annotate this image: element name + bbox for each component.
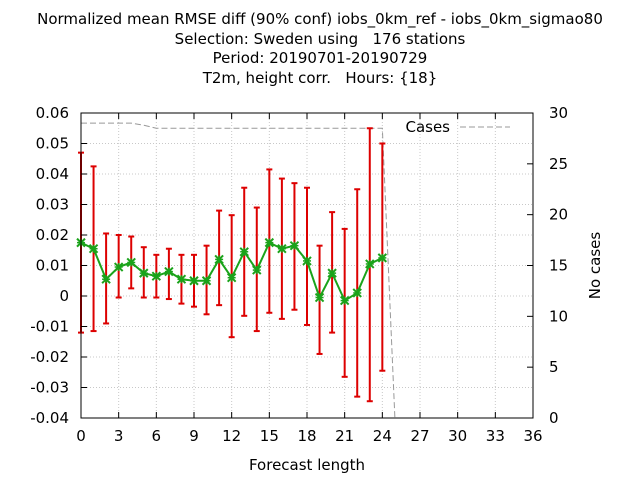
y2-tick-label: 25 bbox=[549, 155, 568, 173]
x-tick-label: 36 bbox=[523, 427, 542, 445]
data-point bbox=[226, 272, 237, 283]
y-tick-label: -0.03 bbox=[30, 379, 69, 397]
data-point bbox=[339, 295, 350, 306]
y-tick-label: 0.01 bbox=[36, 257, 69, 275]
data-point bbox=[126, 257, 136, 268]
y-tick-label: -0.02 bbox=[30, 348, 69, 366]
y2-tick-label: 20 bbox=[549, 206, 568, 224]
y2-tick-label: 10 bbox=[549, 307, 568, 325]
data-point bbox=[101, 274, 111, 284]
data-point bbox=[377, 253, 388, 263]
data-point bbox=[176, 274, 187, 284]
data-point bbox=[189, 276, 199, 286]
x-tick-label: 3 bbox=[114, 427, 124, 445]
data-point bbox=[139, 268, 149, 278]
cases-series bbox=[81, 122, 533, 419]
data-point bbox=[289, 240, 300, 251]
data-point bbox=[164, 266, 174, 277]
x-tick-label: 30 bbox=[448, 427, 467, 445]
x-tick-label: 0 bbox=[76, 427, 86, 445]
data-point bbox=[113, 262, 124, 272]
x-axis-label: Forecast length bbox=[249, 456, 365, 474]
legend-label-cases: Cases bbox=[405, 118, 450, 136]
data-point bbox=[264, 237, 275, 248]
y2-axis-label: No cases bbox=[586, 232, 604, 300]
axis-ticks: 0 3 6 9 12 15 18 21 24 27 30 33 36-0.04-0.03-0.02-0.… bbox=[30, 104, 568, 445]
x-tick-label: 21 bbox=[335, 427, 354, 445]
cases-line bbox=[81, 122, 533, 419]
y-tick-label: -0.04 bbox=[30, 409, 69, 427]
data-point bbox=[239, 247, 249, 257]
chart-title: Normalized mean RMSE diff (90% conf) iob… bbox=[37, 10, 603, 28]
y2-tick-label: 0 bbox=[549, 409, 559, 427]
data-point bbox=[151, 271, 162, 281]
x-tick-label: 6 bbox=[152, 427, 162, 445]
data-point bbox=[277, 244, 287, 254]
y-tick-label: 0.05 bbox=[36, 135, 69, 153]
data-point bbox=[314, 292, 325, 303]
chart-subtitle-selection: Selection: Sweden using 176 stations bbox=[174, 29, 466, 48]
data-point bbox=[365, 259, 375, 269]
x-tick-label: 12 bbox=[222, 427, 241, 445]
y-tick-label: -0.01 bbox=[30, 318, 69, 336]
chart-subtitle-period: Period: 20190701-20190729 bbox=[212, 49, 428, 67]
x-tick-label: 18 bbox=[297, 427, 316, 445]
x-tick-label: 24 bbox=[373, 427, 392, 445]
data-point bbox=[201, 276, 212, 286]
x-tick-label: 15 bbox=[260, 427, 279, 445]
y2-tick-label: 15 bbox=[549, 257, 568, 275]
y-tick-label: 0.03 bbox=[36, 196, 69, 214]
chart-title-block: Normalized mean RMSE diff (90% conf) iob… bbox=[0, 0, 640, 88]
x-tick-label: 33 bbox=[486, 427, 505, 445]
data-point bbox=[252, 265, 262, 275]
data-point bbox=[214, 254, 224, 265]
y-tick-label: 0.02 bbox=[36, 226, 69, 244]
y-tick-label: 0.06 bbox=[36, 104, 69, 122]
y2-tick-label: 30 bbox=[549, 104, 568, 122]
y-tick-label: 0 bbox=[59, 287, 69, 305]
chart-subtitle-parameter: T2m, height corr. Hours: {18} bbox=[202, 68, 438, 87]
x-tick-label: 27 bbox=[410, 427, 429, 445]
data-point bbox=[352, 288, 362, 298]
y-tick-label: 0.04 bbox=[36, 165, 69, 183]
data-point bbox=[88, 244, 99, 254]
y2-tick-label: 5 bbox=[549, 358, 559, 376]
legend: Cases bbox=[405, 118, 510, 136]
data-point bbox=[327, 268, 337, 278]
data-point bbox=[302, 256, 312, 266]
x-tick-label: 9 bbox=[189, 427, 199, 445]
